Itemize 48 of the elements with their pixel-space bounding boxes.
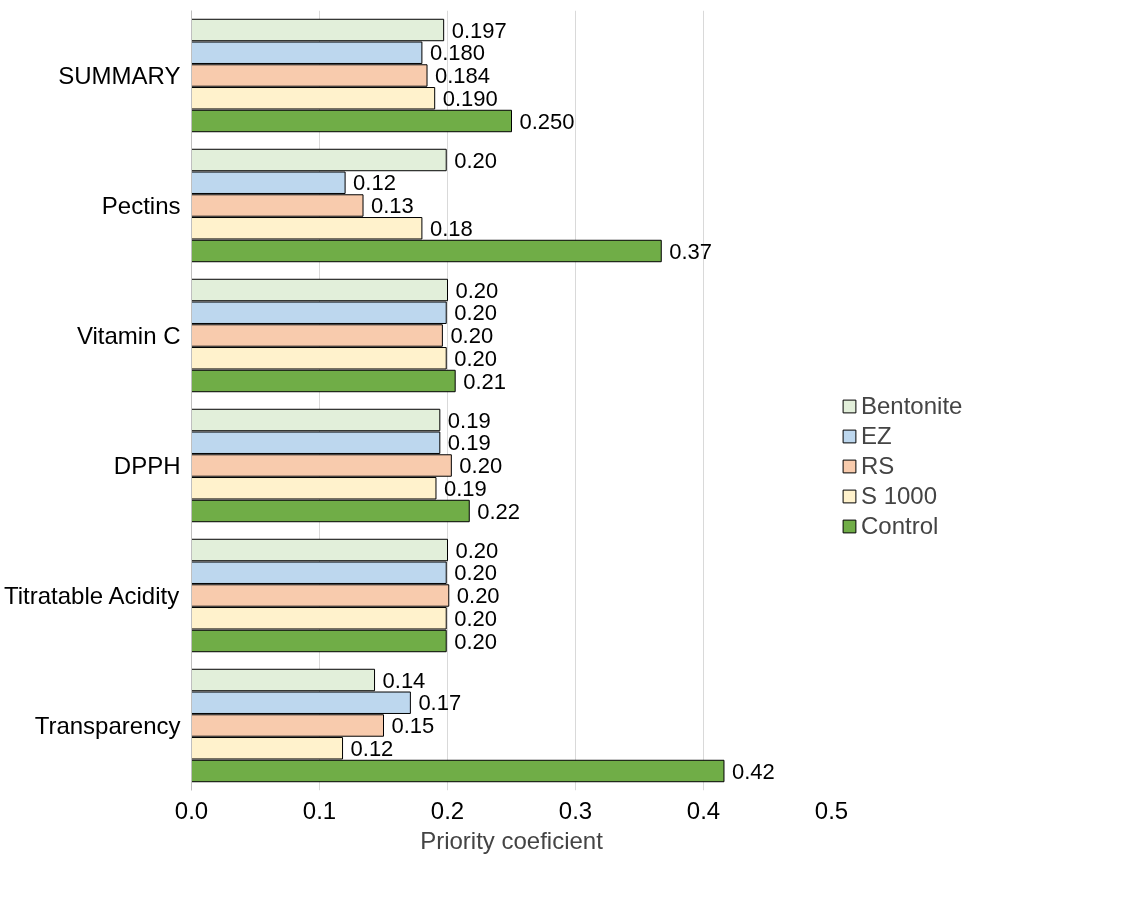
x-tick-label: 0.2 — [430, 796, 465, 824]
y-tick-label: Pectins — [101, 192, 181, 219]
legend-label: EZ — [861, 422, 892, 450]
data-label: 0.20 — [454, 147, 498, 173]
data-label: 0.190 — [442, 85, 498, 111]
data-label: 0.13 — [371, 193, 414, 218]
x-tick-label: 0.0 — [174, 796, 209, 824]
data-label: 0.20 — [455, 537, 499, 563]
data-label: 0.19 — [443, 475, 487, 501]
data-label: 0.20 — [454, 605, 498, 631]
y-tick-label: DPPH — [113, 452, 181, 479]
data-label: 0.250 — [519, 108, 575, 134]
data-label: 0.37 — [669, 238, 713, 264]
data-label: 0.21 — [463, 368, 507, 394]
data-label: 0.15 — [391, 713, 435, 738]
data-label: 0.19 — [447, 407, 491, 433]
x-tick-label: 0.5 — [814, 796, 849, 824]
data-label: 0.20 — [456, 583, 500, 608]
x-axis-title: Priority coeficient — [420, 826, 604, 854]
legend-label: RS — [861, 452, 895, 480]
data-label: 0.19 — [447, 430, 491, 456]
data-label: 0.42 — [731, 758, 775, 784]
data-label: 0.17 — [418, 690, 462, 716]
data-label: 0.12 — [353, 170, 396, 196]
y-tick-label: Transparency — [34, 712, 181, 739]
data-label: 0.20 — [454, 345, 498, 371]
x-tick-label: 0.1 — [302, 796, 337, 824]
x-tick-label: 0.4 — [686, 796, 721, 824]
data-label: 0.20 — [455, 277, 499, 303]
data-label: 0.20 — [450, 323, 494, 348]
data-label: 0.12 — [350, 735, 394, 761]
data-label: 0.20 — [459, 453, 503, 478]
data-label: 0.22 — [477, 498, 521, 524]
data-label: 0.20 — [454, 300, 498, 326]
data-label: 0.18 — [429, 215, 473, 241]
legend-label: S 1000 — [861, 482, 938, 510]
data-label: 0.20 — [454, 628, 498, 654]
data-label: 0.20 — [454, 560, 498, 586]
data-label: 0.180 — [429, 40, 485, 66]
x-tick-label: 0.3 — [558, 796, 593, 824]
legend-label: Bentonite — [861, 392, 963, 420]
data-label: 0.197 — [451, 17, 507, 43]
data-label: 0.184 — [435, 63, 491, 88]
y-tick-label: Titratable Acidity — [3, 582, 180, 609]
y-tick-label: SUMMARY — [58, 62, 181, 89]
legend-label: Control — [861, 512, 939, 540]
y-tick-label: Vitamin C — [76, 322, 181, 349]
data-label: 0.14 — [382, 667, 426, 693]
